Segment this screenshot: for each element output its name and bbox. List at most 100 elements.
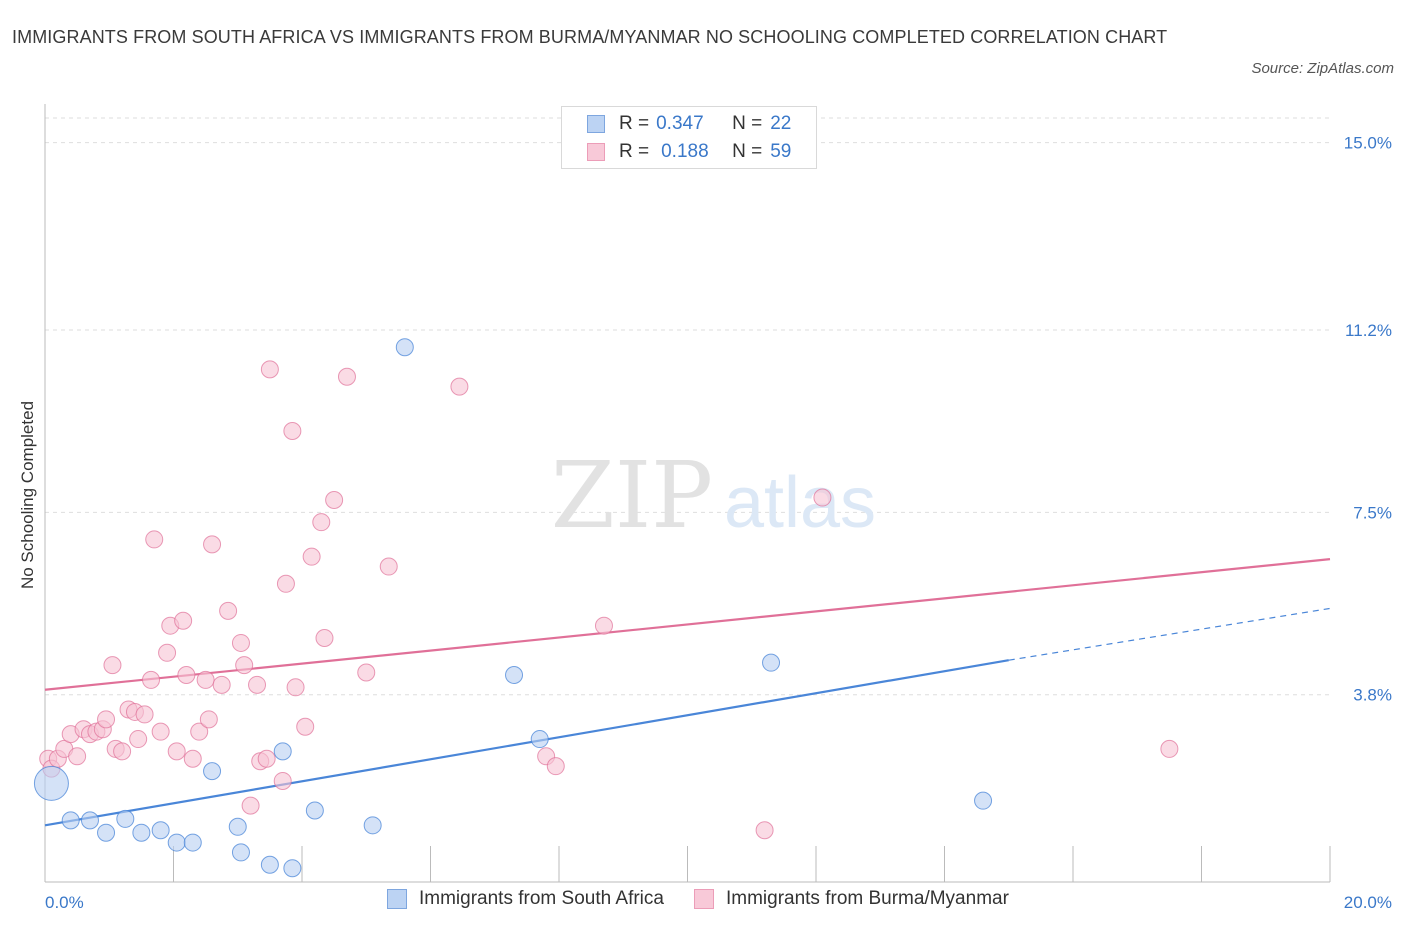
south-africa-point xyxy=(395,338,414,357)
south-africa-point xyxy=(305,801,324,820)
burma-point xyxy=(129,730,148,749)
burma-point xyxy=(273,771,292,790)
stats-legend: R = 0.347 N = 22 R = 0.188 N = 59 xyxy=(561,106,817,169)
burma-point xyxy=(325,491,344,509)
burma-point xyxy=(755,821,774,840)
south-africa-point xyxy=(762,653,781,672)
n-label: N = xyxy=(732,113,763,134)
watermark-atlas: atlas xyxy=(724,463,876,543)
burma-point xyxy=(183,749,202,768)
south-africa-point xyxy=(132,823,151,842)
south-africa-point xyxy=(183,833,202,852)
burma-point xyxy=(302,547,321,566)
south-africa-point xyxy=(974,791,993,810)
burma-point xyxy=(145,530,164,549)
burma-point xyxy=(167,742,186,761)
n-label: N = xyxy=(732,141,763,162)
south-africa-point xyxy=(80,811,99,830)
burma-point xyxy=(196,670,215,689)
south-africa-point xyxy=(231,843,250,862)
burma-point xyxy=(286,678,305,697)
burma-point xyxy=(813,488,832,507)
legend-swatch-blue xyxy=(587,115,605,133)
y-tick-label: 7.5% xyxy=(1353,503,1392,522)
burma-point xyxy=(177,665,196,684)
burma-point xyxy=(151,722,170,741)
burma-point xyxy=(174,611,193,630)
burma-point xyxy=(158,643,177,662)
burma-point xyxy=(113,742,132,761)
burma-point xyxy=(283,421,302,440)
south-africa-point xyxy=(167,833,186,852)
x-tick-label: 0.0% xyxy=(45,893,84,912)
burma-point xyxy=(142,670,161,689)
south-africa-point xyxy=(283,859,302,878)
legend-row-burma: R = 0.188 N = 59 xyxy=(587,139,791,165)
burma-point xyxy=(357,663,376,682)
r-label: R = xyxy=(619,141,650,162)
burma-point xyxy=(312,513,331,532)
x-tick-label: 20.0% xyxy=(1344,893,1392,912)
burma-point xyxy=(248,675,267,694)
burma-point xyxy=(103,656,122,675)
burma-point xyxy=(203,535,222,554)
burma-point xyxy=(594,616,613,635)
r-value: 0.188 xyxy=(661,141,709,162)
r-value: 0.347 xyxy=(656,113,704,134)
n-value: 59 xyxy=(770,141,792,162)
burma-point xyxy=(337,367,356,386)
burma-point xyxy=(97,710,116,729)
burma-point xyxy=(235,656,254,675)
legend-swatch-blue xyxy=(387,889,407,909)
south-africa-point xyxy=(530,730,549,749)
burma-point xyxy=(199,710,218,729)
south-africa-point xyxy=(61,811,80,830)
burma-point xyxy=(135,705,154,724)
trend-lines xyxy=(44,558,1331,827)
burma-point xyxy=(315,629,334,648)
burma-point xyxy=(379,557,398,576)
south-africa-point xyxy=(260,855,279,874)
watermark-zip: ZIP xyxy=(551,442,713,549)
legend-label: Immigrants from South Africa xyxy=(419,888,664,909)
y-tick-label: 3.8% xyxy=(1353,686,1392,705)
legend-item-south-africa: Immigrants from South Africa xyxy=(387,888,664,910)
y-tick-label: 11.2% xyxy=(1345,321,1392,340)
burma-point xyxy=(219,601,238,620)
tick-labels: 3.8% 7.5% 11.2% 15.0% 0.0% 20.0% xyxy=(45,134,1392,912)
burma-point xyxy=(257,749,276,768)
r-label: R = xyxy=(619,113,650,134)
south-africa-point xyxy=(203,762,222,781)
burma-point xyxy=(546,757,565,776)
n-value: 22 xyxy=(770,113,792,134)
south-africa-point xyxy=(505,665,524,684)
gridlines xyxy=(45,117,1330,696)
chart-title: IMMIGRANTS FROM SOUTH AFRICA VS IMMIGRAN… xyxy=(12,27,1168,47)
legend-label: Immigrants from Burma/Myanmar xyxy=(725,888,1009,909)
y-axis-label: No Schooling Completed xyxy=(18,401,37,589)
burma-point xyxy=(296,717,315,736)
y-tick-label: 15.0% xyxy=(1344,134,1392,153)
burma-point xyxy=(68,747,87,766)
source-note: Source: ZipAtlas.com xyxy=(1251,60,1394,77)
series-legend: Immigrants from South Africa Immigrants … xyxy=(387,888,1039,910)
south-africa-point xyxy=(363,816,382,835)
south-africa-trend-extension xyxy=(1008,607,1331,661)
burma-point xyxy=(1160,739,1179,758)
burma-point xyxy=(190,722,209,741)
south-africa-point xyxy=(228,817,247,836)
burma-point xyxy=(276,574,295,593)
legend-item-burma: Immigrants from Burma/Myanmar xyxy=(693,888,1009,910)
watermark: ZIP atlas xyxy=(551,442,876,549)
burma-point xyxy=(212,675,231,694)
south-africa-point xyxy=(116,809,135,828)
south-africa-point xyxy=(97,823,116,842)
legend-swatch-pink xyxy=(693,889,714,909)
burma-trend-line xyxy=(44,558,1331,691)
south-africa-point xyxy=(33,765,69,801)
legend-row-south-africa: R = 0.347 N = 22 xyxy=(587,111,791,137)
data-points xyxy=(33,338,1179,878)
burma-point xyxy=(450,377,469,396)
burma-point xyxy=(260,360,279,379)
